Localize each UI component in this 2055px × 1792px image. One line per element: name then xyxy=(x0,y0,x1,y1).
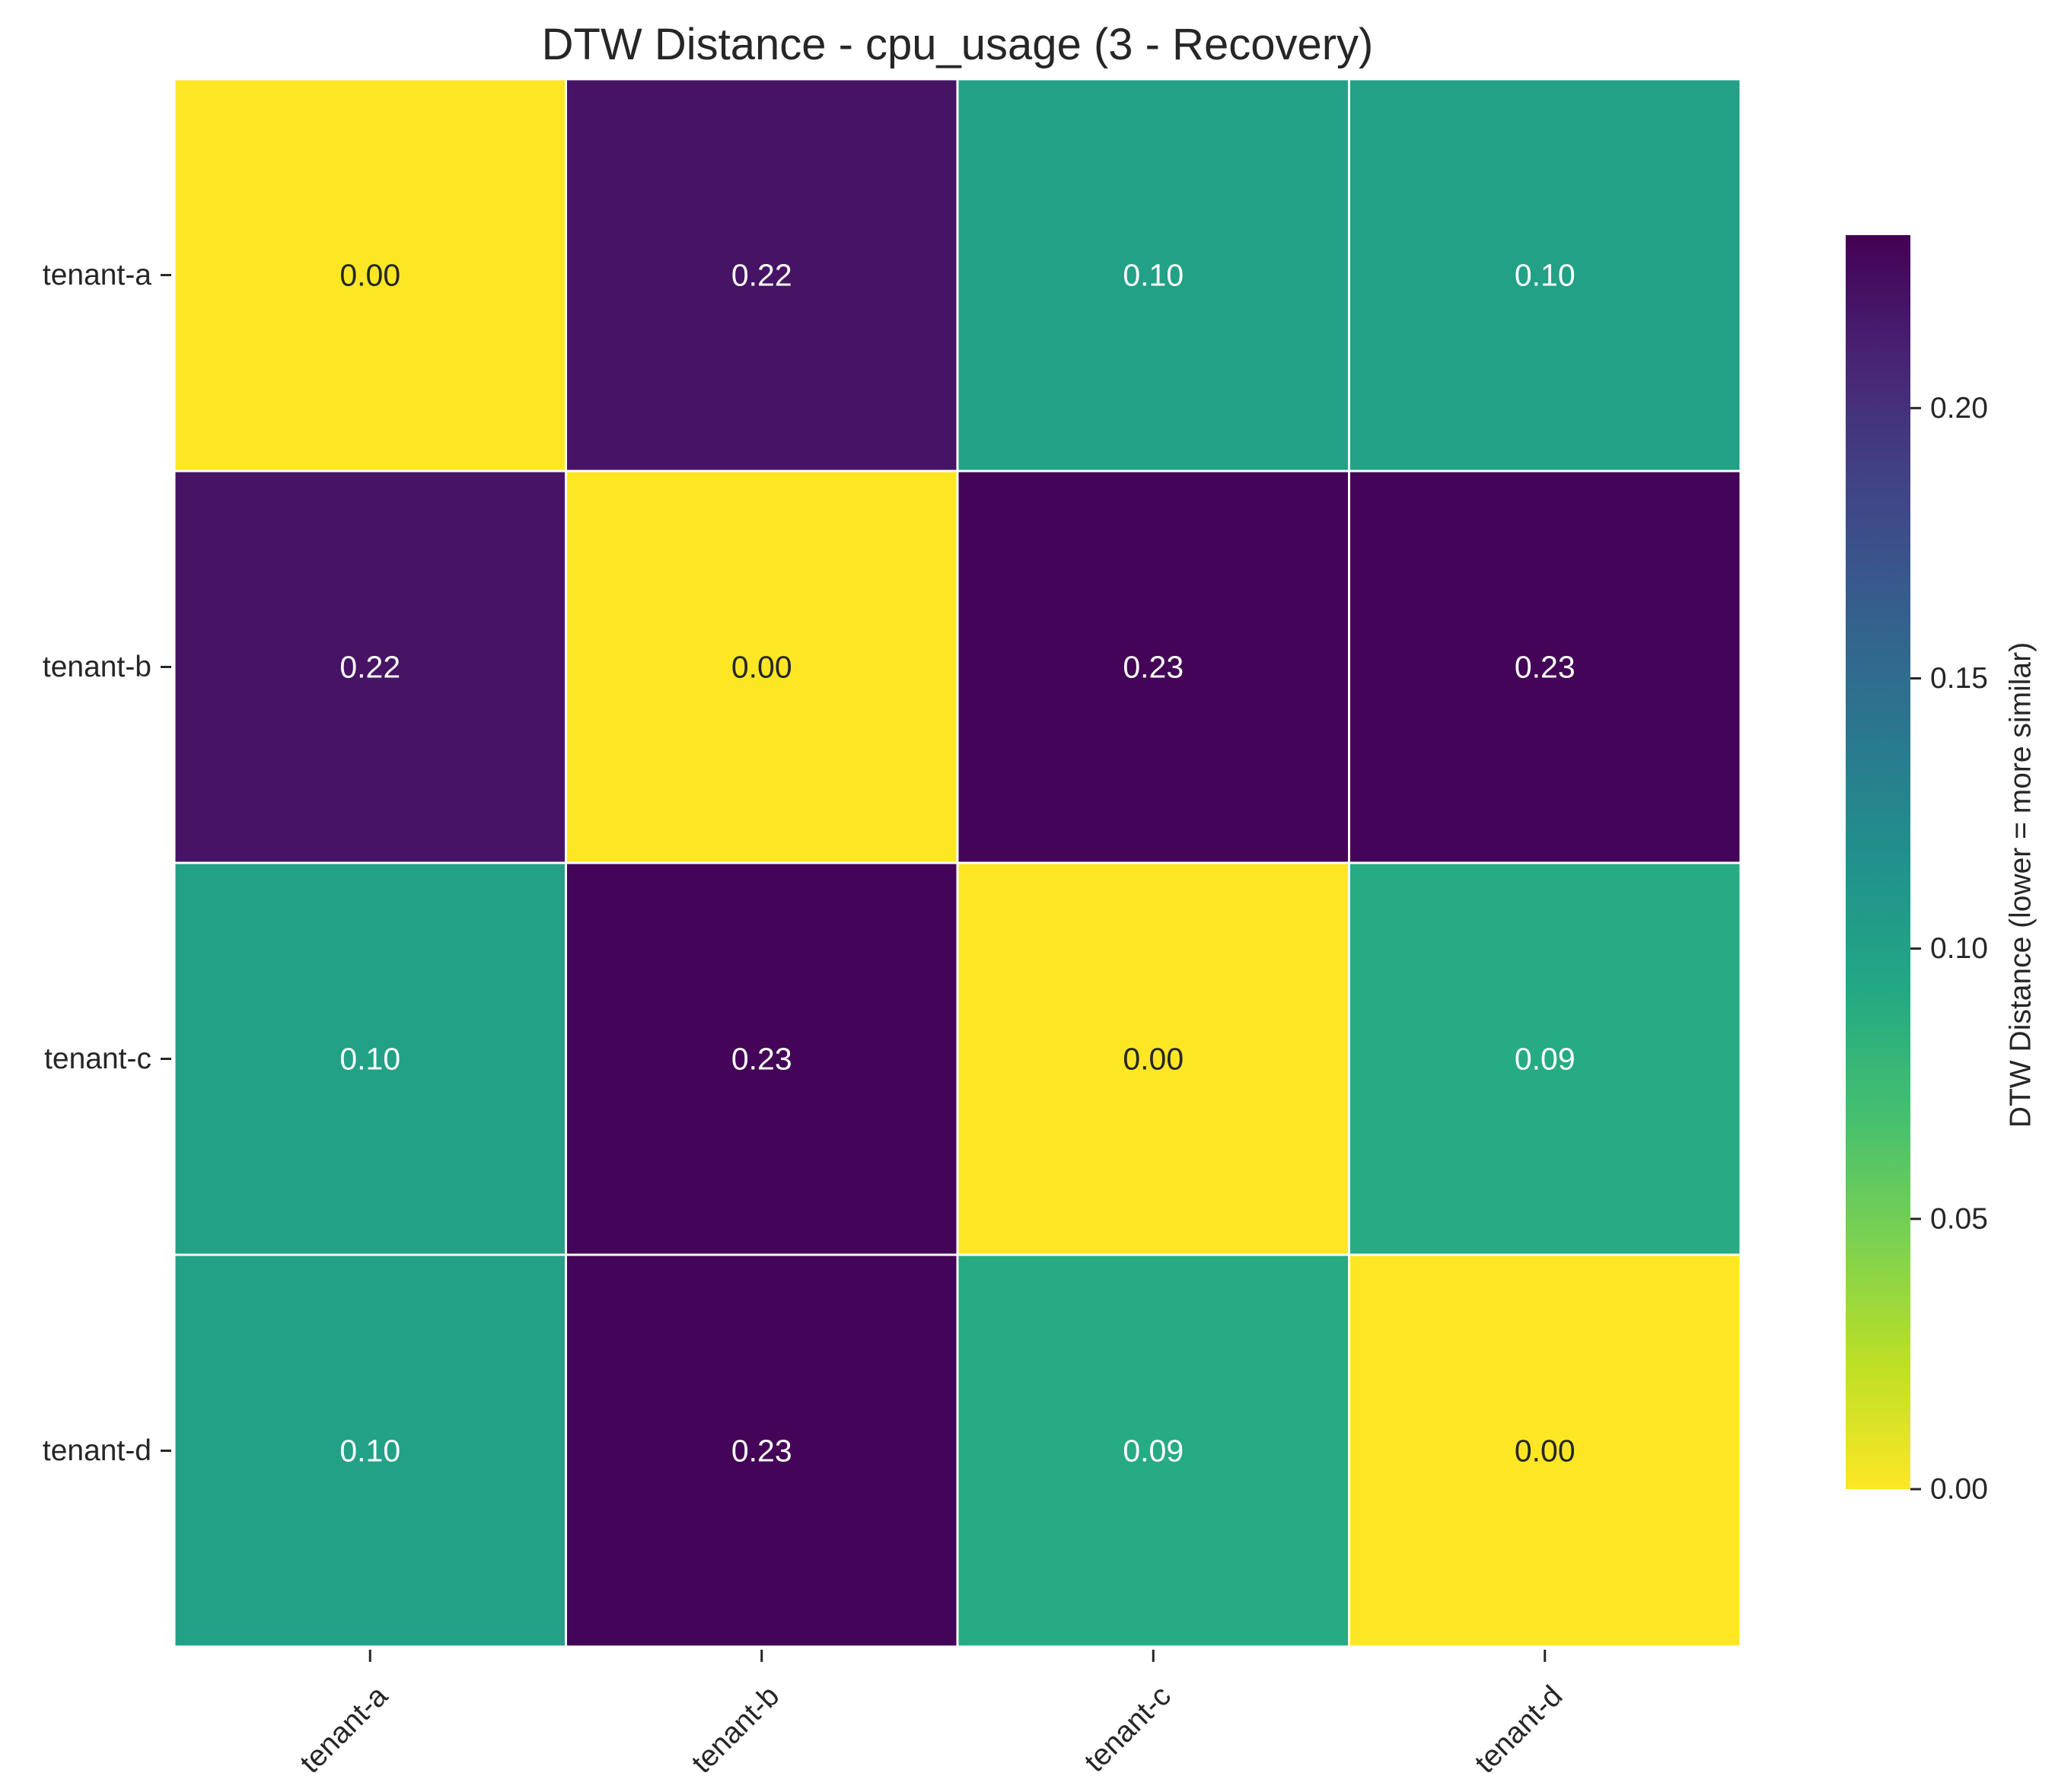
heatmap-cell xyxy=(956,469,1350,864)
chart-title: DTW Distance - cpu_usage (3 - Recovery) xyxy=(542,20,1374,69)
cell-value-label: 0.22 xyxy=(731,258,792,293)
cell-value-label: 0.00 xyxy=(1515,1434,1576,1469)
y-tick-label: tenant-b xyxy=(43,651,151,683)
heatmap-cell xyxy=(173,469,567,864)
x-axis: tenant-a tenant-b tenant-c tenant-d xyxy=(294,1650,1569,1780)
cell-value-label: 0.10 xyxy=(339,1042,400,1077)
heatmap-cell xyxy=(1348,78,1742,473)
heatmap-cell-labels: 0.00 0.22 0.10 0.10 0.22 0.00 0.23 0.23 0.10 0.23… xyxy=(339,258,1575,1469)
y-axis: tenant-a tenant-b tenant-c tenant-d xyxy=(43,259,171,1467)
cell-value-label: 0.00 xyxy=(1123,1042,1184,1077)
cell-value-label: 0.23 xyxy=(1123,650,1184,685)
colorbar-label: DTW Distance (lower = more similar) xyxy=(2005,642,2037,1128)
cell-value-label: 0.09 xyxy=(1515,1042,1576,1077)
y-tick-label: tenant-c xyxy=(44,1042,151,1075)
cell-value-label: 0.22 xyxy=(339,650,400,685)
heatmap-cell xyxy=(1348,861,1742,1256)
heatmap-cell xyxy=(1348,469,1742,864)
heatmap-cell xyxy=(1348,1253,1742,1648)
colorbar-tick-label: 0.10 xyxy=(1930,932,1988,965)
colorbar-gradient xyxy=(1846,235,1910,1489)
heatmap-cell xyxy=(956,1253,1350,1648)
colorbar-tick-label: 0.05 xyxy=(1930,1202,1988,1235)
cell-value-label: 0.10 xyxy=(339,1434,400,1469)
colorbar-tick-label: 0.20 xyxy=(1930,392,1988,425)
heatmap-cell xyxy=(956,78,1350,473)
heatmap-cells xyxy=(173,78,1742,1648)
heatmap-cell xyxy=(173,78,567,473)
cell-value-label: 0.09 xyxy=(1123,1434,1184,1469)
colorbar-tick-label: 0.15 xyxy=(1930,662,1988,695)
x-tick-label: tenant-a xyxy=(294,1679,394,1780)
heatmap-cell xyxy=(565,469,959,864)
heatmap-cell xyxy=(173,1253,567,1648)
x-tick-label: tenant-b xyxy=(686,1679,786,1780)
colorbar-ticks: 0.00 0.05 0.10 0.15 0.20 xyxy=(1910,392,1988,1506)
x-tick-label: tenant-d xyxy=(1469,1679,1569,1780)
heatmap-cell xyxy=(565,1253,959,1648)
heatmap-cell xyxy=(565,861,959,1256)
x-tick-label: tenant-c xyxy=(1078,1679,1177,1778)
colorbar-tick-label: 0.00 xyxy=(1930,1473,1988,1506)
cell-value-label: 0.00 xyxy=(731,650,792,685)
cell-value-label: 0.00 xyxy=(339,258,400,293)
y-tick-label: tenant-a xyxy=(43,259,151,291)
colorbar: 0.00 0.05 0.10 0.15 0.20 DTW Distance (lower… xyxy=(1846,235,2037,1506)
cell-value-label: 0.23 xyxy=(731,1042,792,1077)
cell-value-label: 0.10 xyxy=(1515,258,1576,293)
heatmap-cell xyxy=(565,78,959,473)
cell-value-label: 0.23 xyxy=(731,1434,792,1469)
y-tick-label: tenant-d xyxy=(43,1434,151,1467)
cell-value-label: 0.23 xyxy=(1515,650,1576,685)
cell-value-label: 0.10 xyxy=(1123,258,1184,293)
